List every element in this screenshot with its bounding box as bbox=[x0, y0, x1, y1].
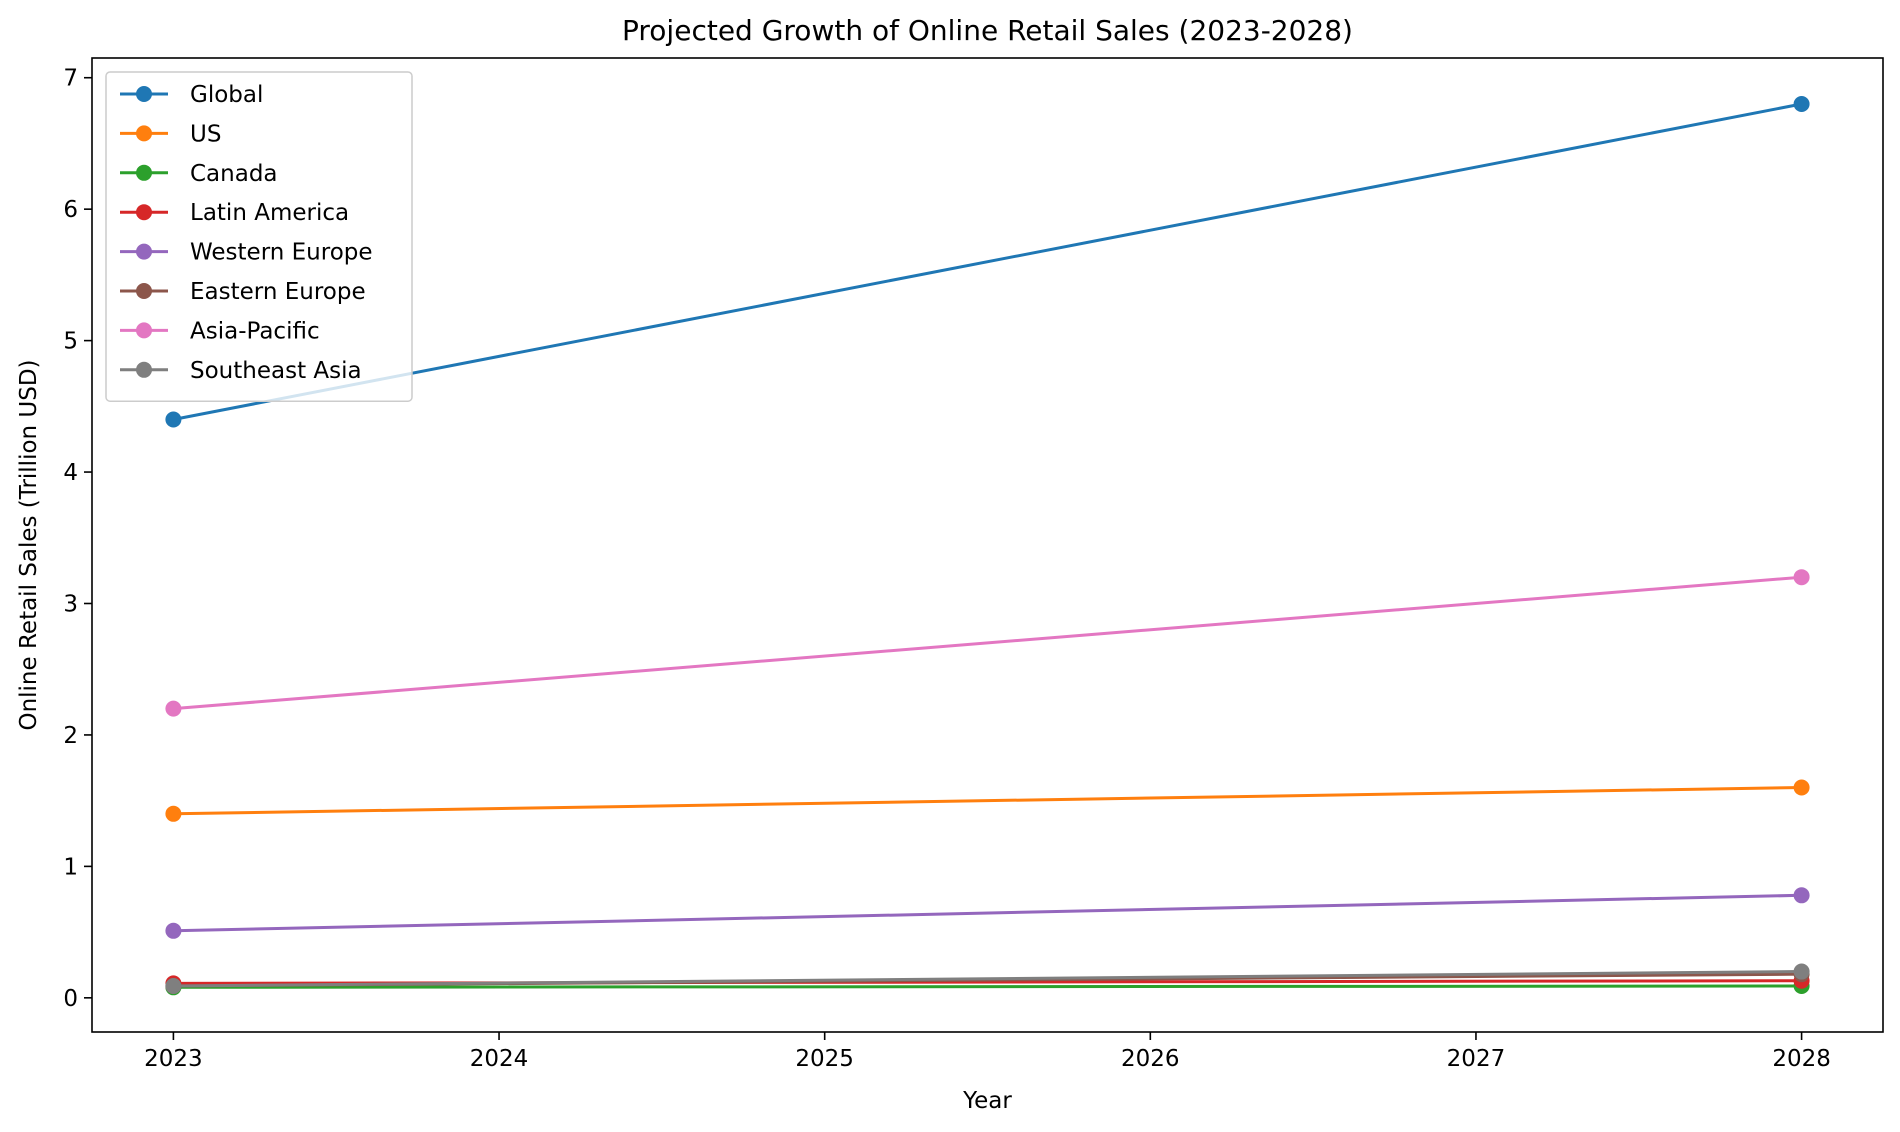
data-point-asia-pacific bbox=[1793, 569, 1810, 586]
series-line-global bbox=[173, 102, 1802, 421]
legend-item-southeast-asia: Southeast Asia bbox=[120, 358, 362, 384]
x-tick-label: 2024 bbox=[470, 1046, 529, 1072]
series-line-us bbox=[173, 786, 1802, 816]
legend-swatch-marker bbox=[136, 204, 152, 221]
x-axis-title: Year bbox=[962, 1088, 1012, 1114]
series-layer bbox=[165, 96, 1810, 996]
legend-label: Eastern Europe bbox=[190, 279, 366, 305]
y-tick-label: 4 bbox=[63, 460, 78, 486]
x-tick-label: 2025 bbox=[795, 1046, 854, 1072]
legend: Global US Canada Latin America Western Europ… bbox=[105, 71, 413, 402]
y-tick-label: 7 bbox=[63, 66, 78, 92]
series-global bbox=[165, 96, 1810, 428]
legend-box bbox=[105, 71, 413, 402]
legend-item-latin-america: Latin America bbox=[120, 200, 349, 226]
data-point-southeast-asia bbox=[1793, 963, 1810, 980]
data-point-global bbox=[165, 411, 182, 428]
data-point-western-europe bbox=[165, 922, 182, 939]
series-line-western-europe bbox=[173, 893, 1802, 933]
series-line-southeast-asia bbox=[173, 970, 1802, 988]
legend-swatch-marker bbox=[136, 164, 152, 181]
legend-item-us: US bbox=[120, 121, 221, 147]
data-point-global bbox=[1793, 96, 1810, 113]
legend-swatch-marker bbox=[136, 125, 152, 142]
plot-frame bbox=[91, 57, 1884, 1033]
data-point-western-europe bbox=[1793, 887, 1810, 904]
legend-swatch-marker bbox=[136, 283, 152, 299]
data-point-southeast-asia bbox=[165, 977, 182, 994]
y-axis-title: Online Retail Sales (Trillion USD) bbox=[16, 359, 42, 730]
y-tick-label: 0 bbox=[63, 986, 78, 1012]
x-axis-ticks: 2023 2024 2025 2026 2027 2028 bbox=[144, 1032, 1831, 1072]
legend-item-canada: Canada bbox=[120, 161, 278, 187]
legend-swatch-marker bbox=[136, 361, 152, 378]
legend-item-asia-pacific: Asia-Pacific bbox=[120, 318, 320, 344]
x-tick-label: 2026 bbox=[1121, 1046, 1180, 1072]
series-asia-pacific bbox=[165, 569, 1810, 717]
x-tick-label: 2027 bbox=[1447, 1046, 1506, 1072]
data-point-us bbox=[165, 805, 182, 822]
y-tick-label: 5 bbox=[63, 329, 78, 355]
y-axis-ticks: 0 1 2 3 4 5 6 7 bbox=[63, 66, 92, 1012]
x-tick-label: 2028 bbox=[1772, 1046, 1831, 1072]
series-line-asia-pacific bbox=[173, 575, 1802, 711]
legend-label: Southeast Asia bbox=[190, 358, 362, 384]
legend-label: Canada bbox=[190, 161, 278, 187]
y-tick-label: 2 bbox=[63, 723, 78, 749]
data-point-us bbox=[1793, 779, 1810, 796]
x-tick-label: 2023 bbox=[144, 1046, 203, 1072]
y-tick-label: 6 bbox=[63, 197, 78, 223]
legend-label: Global bbox=[190, 82, 263, 108]
legend-label: Latin America bbox=[190, 200, 349, 226]
series-southeast-asia bbox=[165, 963, 1810, 994]
data-point-asia-pacific bbox=[165, 700, 182, 717]
legend-item-eastern-europe: Eastern Europe bbox=[120, 279, 366, 305]
legend-swatch-marker bbox=[136, 86, 152, 102]
legend-label: US bbox=[190, 121, 221, 147]
legend-swatch-marker bbox=[136, 243, 152, 260]
legend-item-western-europe: Western Europe bbox=[120, 240, 373, 266]
legend-label: Asia-Pacific bbox=[190, 318, 320, 344]
series-us bbox=[165, 779, 1810, 822]
chart-title: Projected Growth of Online Retail Sales … bbox=[622, 14, 1353, 47]
y-tick-label: 3 bbox=[63, 591, 78, 617]
legend-swatch-marker bbox=[136, 322, 152, 339]
series-western-europe bbox=[165, 887, 1810, 939]
y-tick-label: 1 bbox=[63, 854, 78, 880]
series-line-canada bbox=[173, 984, 1802, 989]
legend-item-global: Global bbox=[120, 82, 263, 108]
legend-label: Western Europe bbox=[190, 240, 373, 266]
